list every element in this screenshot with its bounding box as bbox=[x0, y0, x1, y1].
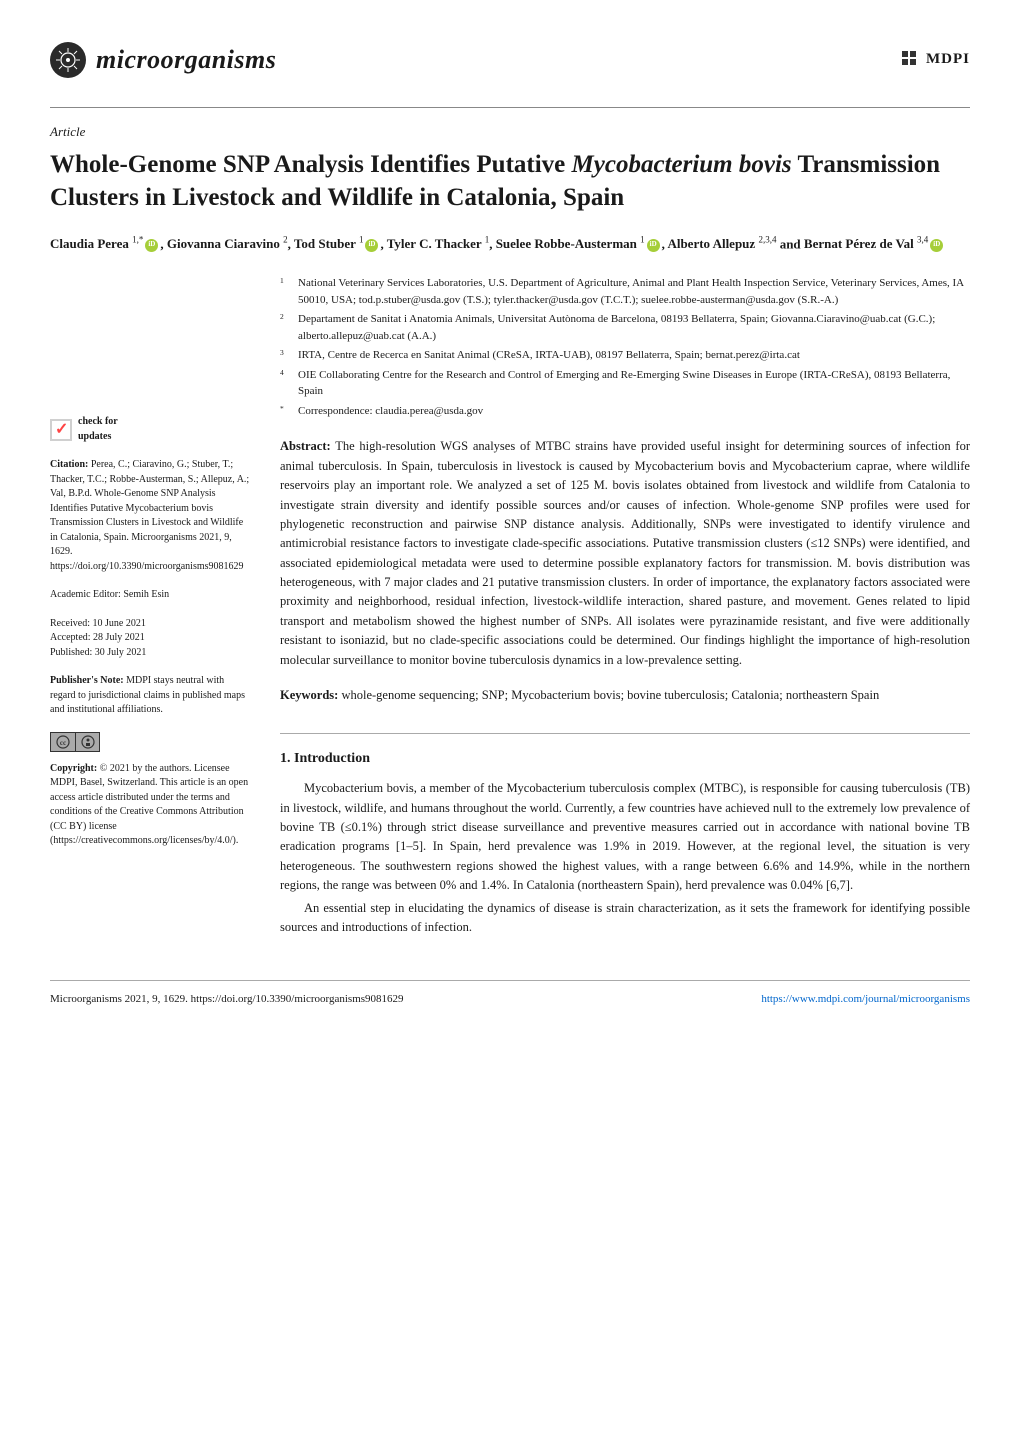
intro-para-2: An essential step in elucidating the dyn… bbox=[280, 899, 970, 938]
published-label: Published: bbox=[50, 647, 92, 658]
abstract-block: Abstract: The high-resolution WGS analys… bbox=[280, 437, 970, 670]
mdpi-icon bbox=[900, 49, 922, 71]
main-layout: check forupdates Citation: Perea, C.; Ci… bbox=[50, 275, 970, 940]
header-bar: microorganisms MDPI bbox=[50, 40, 970, 79]
author-name: Giovanna Ciaravino 2 bbox=[167, 236, 288, 251]
publisher-logo: MDPI bbox=[900, 48, 970, 71]
check-updates-label: check forupdates bbox=[78, 415, 118, 444]
intro-heading: 1. Introduction bbox=[280, 748, 970, 769]
orcid-icon[interactable] bbox=[647, 239, 660, 252]
title-species: Mycobacterium bovis bbox=[572, 151, 792, 178]
editor-section: Academic Editor: Semih Esin bbox=[50, 588, 250, 603]
copyright-text: © 2021 by the authors. Licensee MDPI, Ba… bbox=[50, 763, 248, 847]
publisher-name: MDPI bbox=[926, 48, 970, 71]
orcid-icon[interactable] bbox=[365, 239, 378, 252]
author-name: Claudia Perea 1,* bbox=[50, 236, 160, 251]
title-pre: Whole-Genome SNP Analysis Identifies Put… bbox=[50, 151, 572, 178]
orcid-icon[interactable] bbox=[145, 239, 158, 252]
footer-left: Microorganisms 2021, 9, 1629. https://do… bbox=[50, 991, 404, 1008]
affiliation-row: 3 IRTA, Centre de Recerca en Sanitat Ani… bbox=[280, 347, 970, 364]
accepted-value: 28 July 2021 bbox=[93, 632, 145, 643]
author-name: Suelee Robbe-Austerman 1 bbox=[496, 236, 662, 251]
author-name: Tyler C. Thacker 1 bbox=[387, 236, 489, 251]
published-value: 30 July 2021 bbox=[95, 647, 147, 658]
citation-label: Citation: bbox=[50, 459, 88, 470]
editor-value: Semih Esin bbox=[123, 589, 169, 600]
journal-name: microorganisms bbox=[96, 40, 276, 79]
affiliations-block: 1 National Veterinary Services Laborator… bbox=[280, 275, 970, 419]
authors-block: Claudia Perea 1,*, Giovanna Ciaravino 2,… bbox=[50, 233, 970, 255]
content-column: 1 National Veterinary Services Laborator… bbox=[280, 275, 970, 940]
author-name: Tod Stuber 1 bbox=[294, 236, 381, 251]
cc-badge-icon: cc bbox=[50, 732, 100, 752]
abstract-text: The high-resolution WGS analyses of MTBC… bbox=[280, 439, 970, 666]
check-icon bbox=[50, 419, 72, 441]
citation-section: Citation: Perea, C.; Ciaravino, G.; Stub… bbox=[50, 458, 250, 574]
footer-right[interactable]: https://www.mdpi.com/journal/microorgani… bbox=[761, 991, 970, 1008]
section-divider bbox=[280, 733, 970, 734]
publishers-note-section: Publisher's Note: MDPI stays neutral wit… bbox=[50, 674, 250, 718]
orcid-icon[interactable] bbox=[930, 239, 943, 252]
publishers-note-label: Publisher's Note: bbox=[50, 675, 124, 686]
abstract-label: Abstract: bbox=[280, 439, 331, 453]
journal-brand: microorganisms bbox=[50, 40, 276, 79]
dates-section: Received: 10 June 2021 Accepted: 28 July… bbox=[50, 617, 250, 661]
article-title: Whole-Genome SNP Analysis Identifies Put… bbox=[50, 148, 970, 216]
check-updates[interactable]: check forupdates bbox=[50, 415, 250, 444]
footer-bar: Microorganisms 2021, 9, 1629. https://do… bbox=[50, 980, 970, 1008]
author-name: Bernat Pérez de Val 3,4 bbox=[804, 236, 945, 251]
received-value: 10 June 2021 bbox=[92, 618, 145, 629]
keywords-label: Keywords: bbox=[280, 688, 338, 702]
svg-text:cc: cc bbox=[60, 739, 66, 747]
keywords-text: whole-genome sequencing; SNP; Mycobacter… bbox=[341, 688, 879, 702]
affiliation-row: * Correspondence: claudia.perea@usda.gov bbox=[280, 403, 970, 420]
copyright-section: Copyright: © 2021 by the authors. Licens… bbox=[50, 762, 250, 849]
author-name: Alberto Allepuz 2,3,4 bbox=[667, 236, 776, 251]
accepted-label: Accepted: bbox=[50, 632, 91, 643]
article-type: Article bbox=[50, 122, 970, 142]
journal-icon bbox=[50, 42, 86, 78]
keywords-block: Keywords: whole-genome sequencing; SNP; … bbox=[280, 686, 970, 705]
received-label: Received: bbox=[50, 618, 90, 629]
sidebar: check forupdates Citation: Perea, C.; Ci… bbox=[50, 275, 250, 940]
cc-license: cc bbox=[50, 732, 250, 752]
affiliation-row: 2 Departament de Sanitat i Anatomia Anim… bbox=[280, 311, 970, 344]
editor-label: Academic Editor: bbox=[50, 589, 121, 600]
affiliation-row: 4 OIE Collaborating Centre for the Resea… bbox=[280, 367, 970, 400]
intro-para-1: Mycobacterium bovis, a member of the Myc… bbox=[280, 779, 970, 895]
citation-text: Perea, C.; Ciaravino, G.; Stuber, T.; Th… bbox=[50, 459, 249, 572]
header-divider bbox=[50, 107, 970, 108]
affiliation-row: 1 National Veterinary Services Laborator… bbox=[280, 275, 970, 308]
copyright-label: Copyright: bbox=[50, 763, 97, 774]
